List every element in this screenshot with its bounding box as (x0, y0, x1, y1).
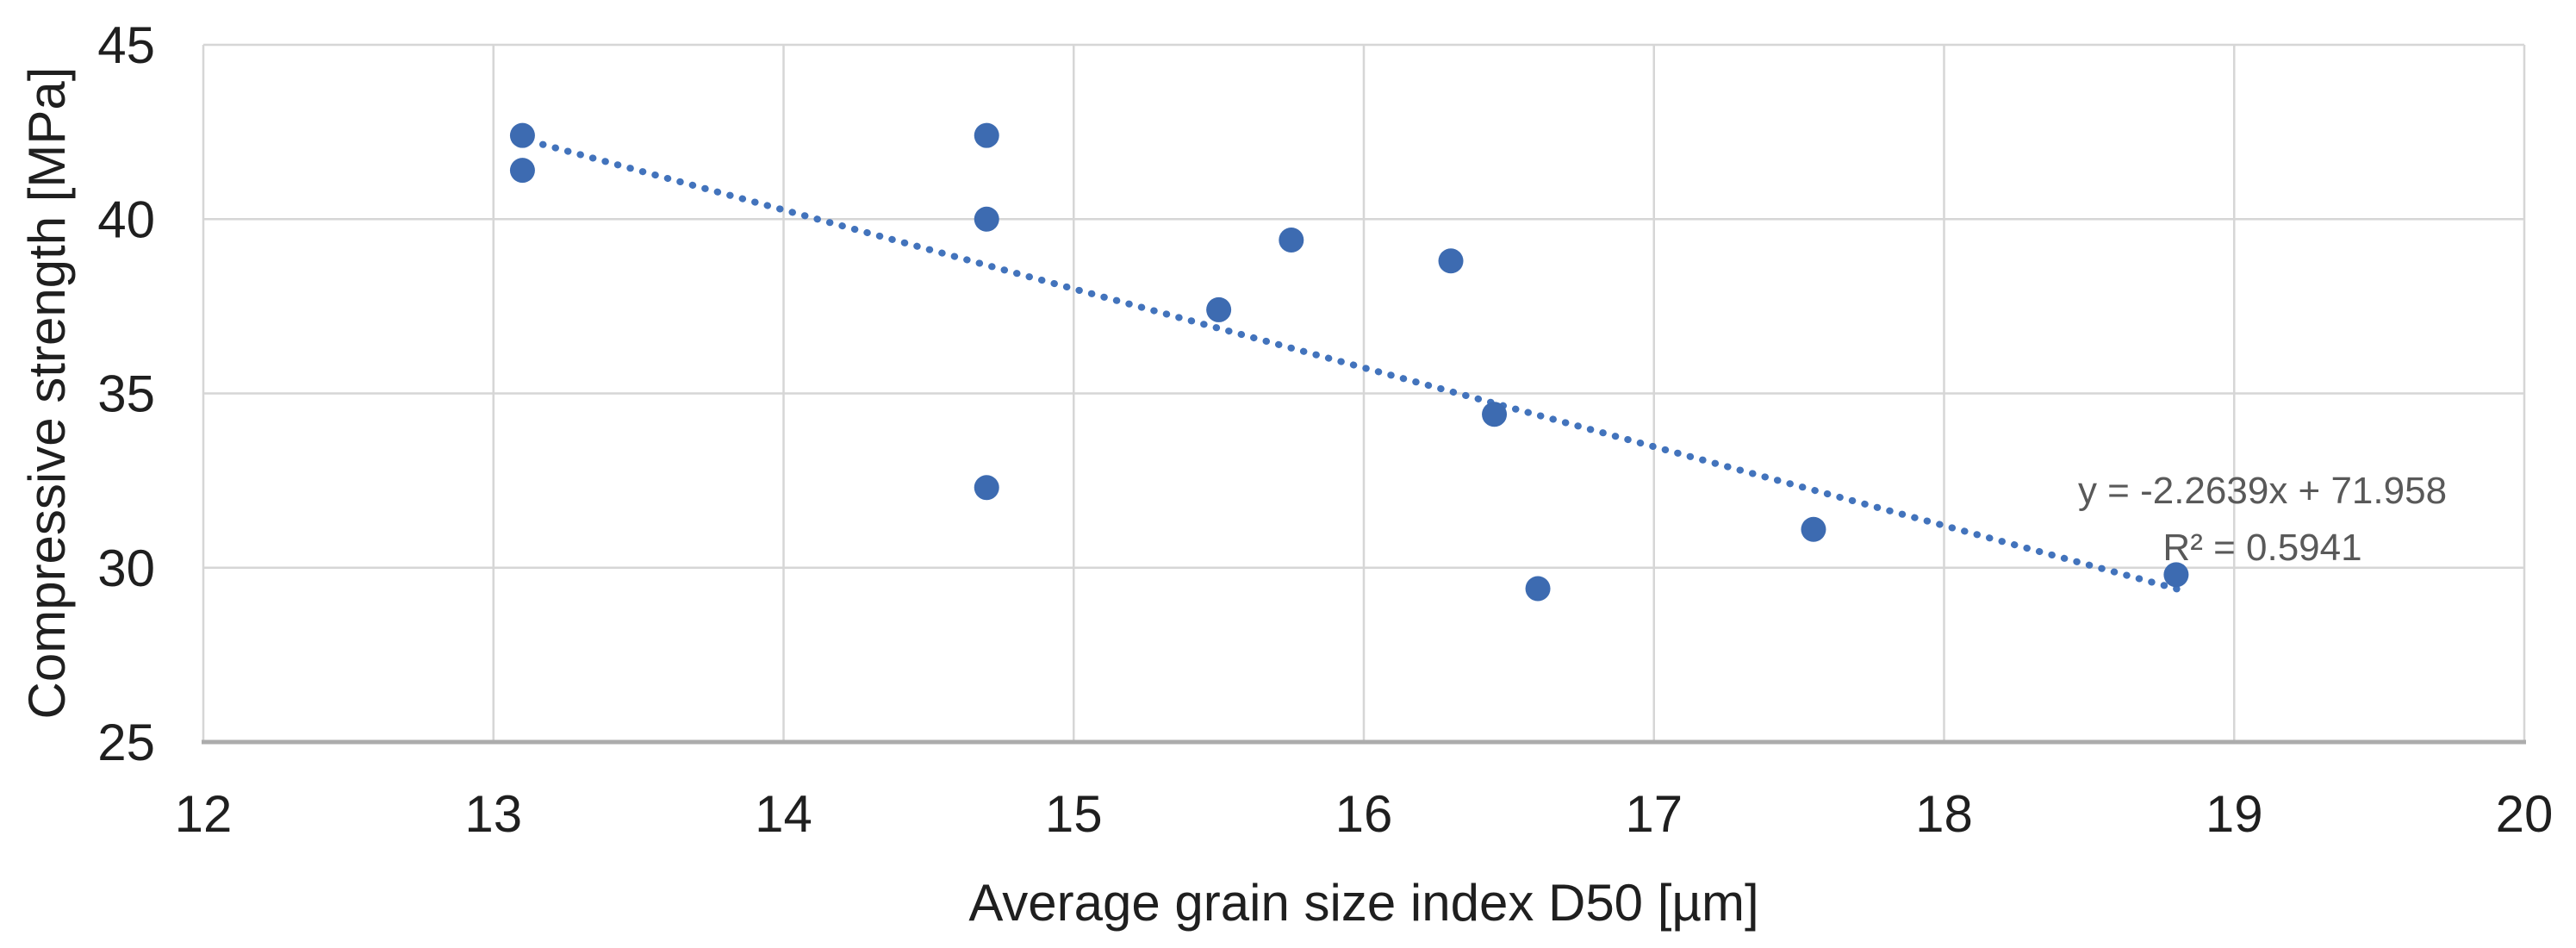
scatter-point (1482, 402, 1508, 427)
x-tick-label: 13 (464, 785, 522, 843)
x-tick-label: 19 (2206, 785, 2263, 843)
x-tick-label: 16 (1335, 785, 1393, 843)
scatter-point (974, 122, 999, 148)
x-axis-title: Average grain size index D50 [µm] (968, 874, 1758, 932)
x-tick-label: 17 (1625, 785, 1683, 843)
y-tick-label: 30 (97, 539, 155, 597)
scatter-point (1206, 296, 1232, 322)
y-tick-label: 45 (97, 16, 155, 74)
trendline-r-squared-label: R² = 0.5941 (2162, 527, 2361, 569)
y-axis-title: Compressive strength [MPa] (18, 67, 76, 720)
y-tick-label: 40 (97, 190, 155, 248)
trendline-equation-label: y = -2.2639x + 71.958 (2078, 470, 2447, 512)
x-tick-label: 20 (2496, 785, 2554, 843)
scatter-point (1279, 228, 1304, 253)
data-layer (509, 122, 2189, 602)
scatter-point (2163, 562, 2189, 588)
x-tick-label: 14 (755, 785, 812, 843)
y-tick-label: 35 (97, 365, 155, 423)
scatter-point (1525, 576, 1551, 602)
trendline (538, 140, 2186, 594)
scatter-point (509, 158, 535, 184)
x-tick-label: 12 (175, 785, 233, 843)
y-tick-label: 25 (97, 714, 155, 771)
scatter-point (974, 475, 999, 501)
grid-layer: 12 13 14 15 16 17 18 19 20 25 30 35 40 45 (97, 16, 2553, 843)
scatter-point (509, 122, 535, 148)
scatter-point (1801, 516, 1826, 542)
scatter-point (974, 206, 999, 232)
x-tick-label: 15 (1045, 785, 1103, 843)
scatter-point (1438, 248, 1464, 274)
x-tick-label: 18 (1915, 785, 1973, 843)
